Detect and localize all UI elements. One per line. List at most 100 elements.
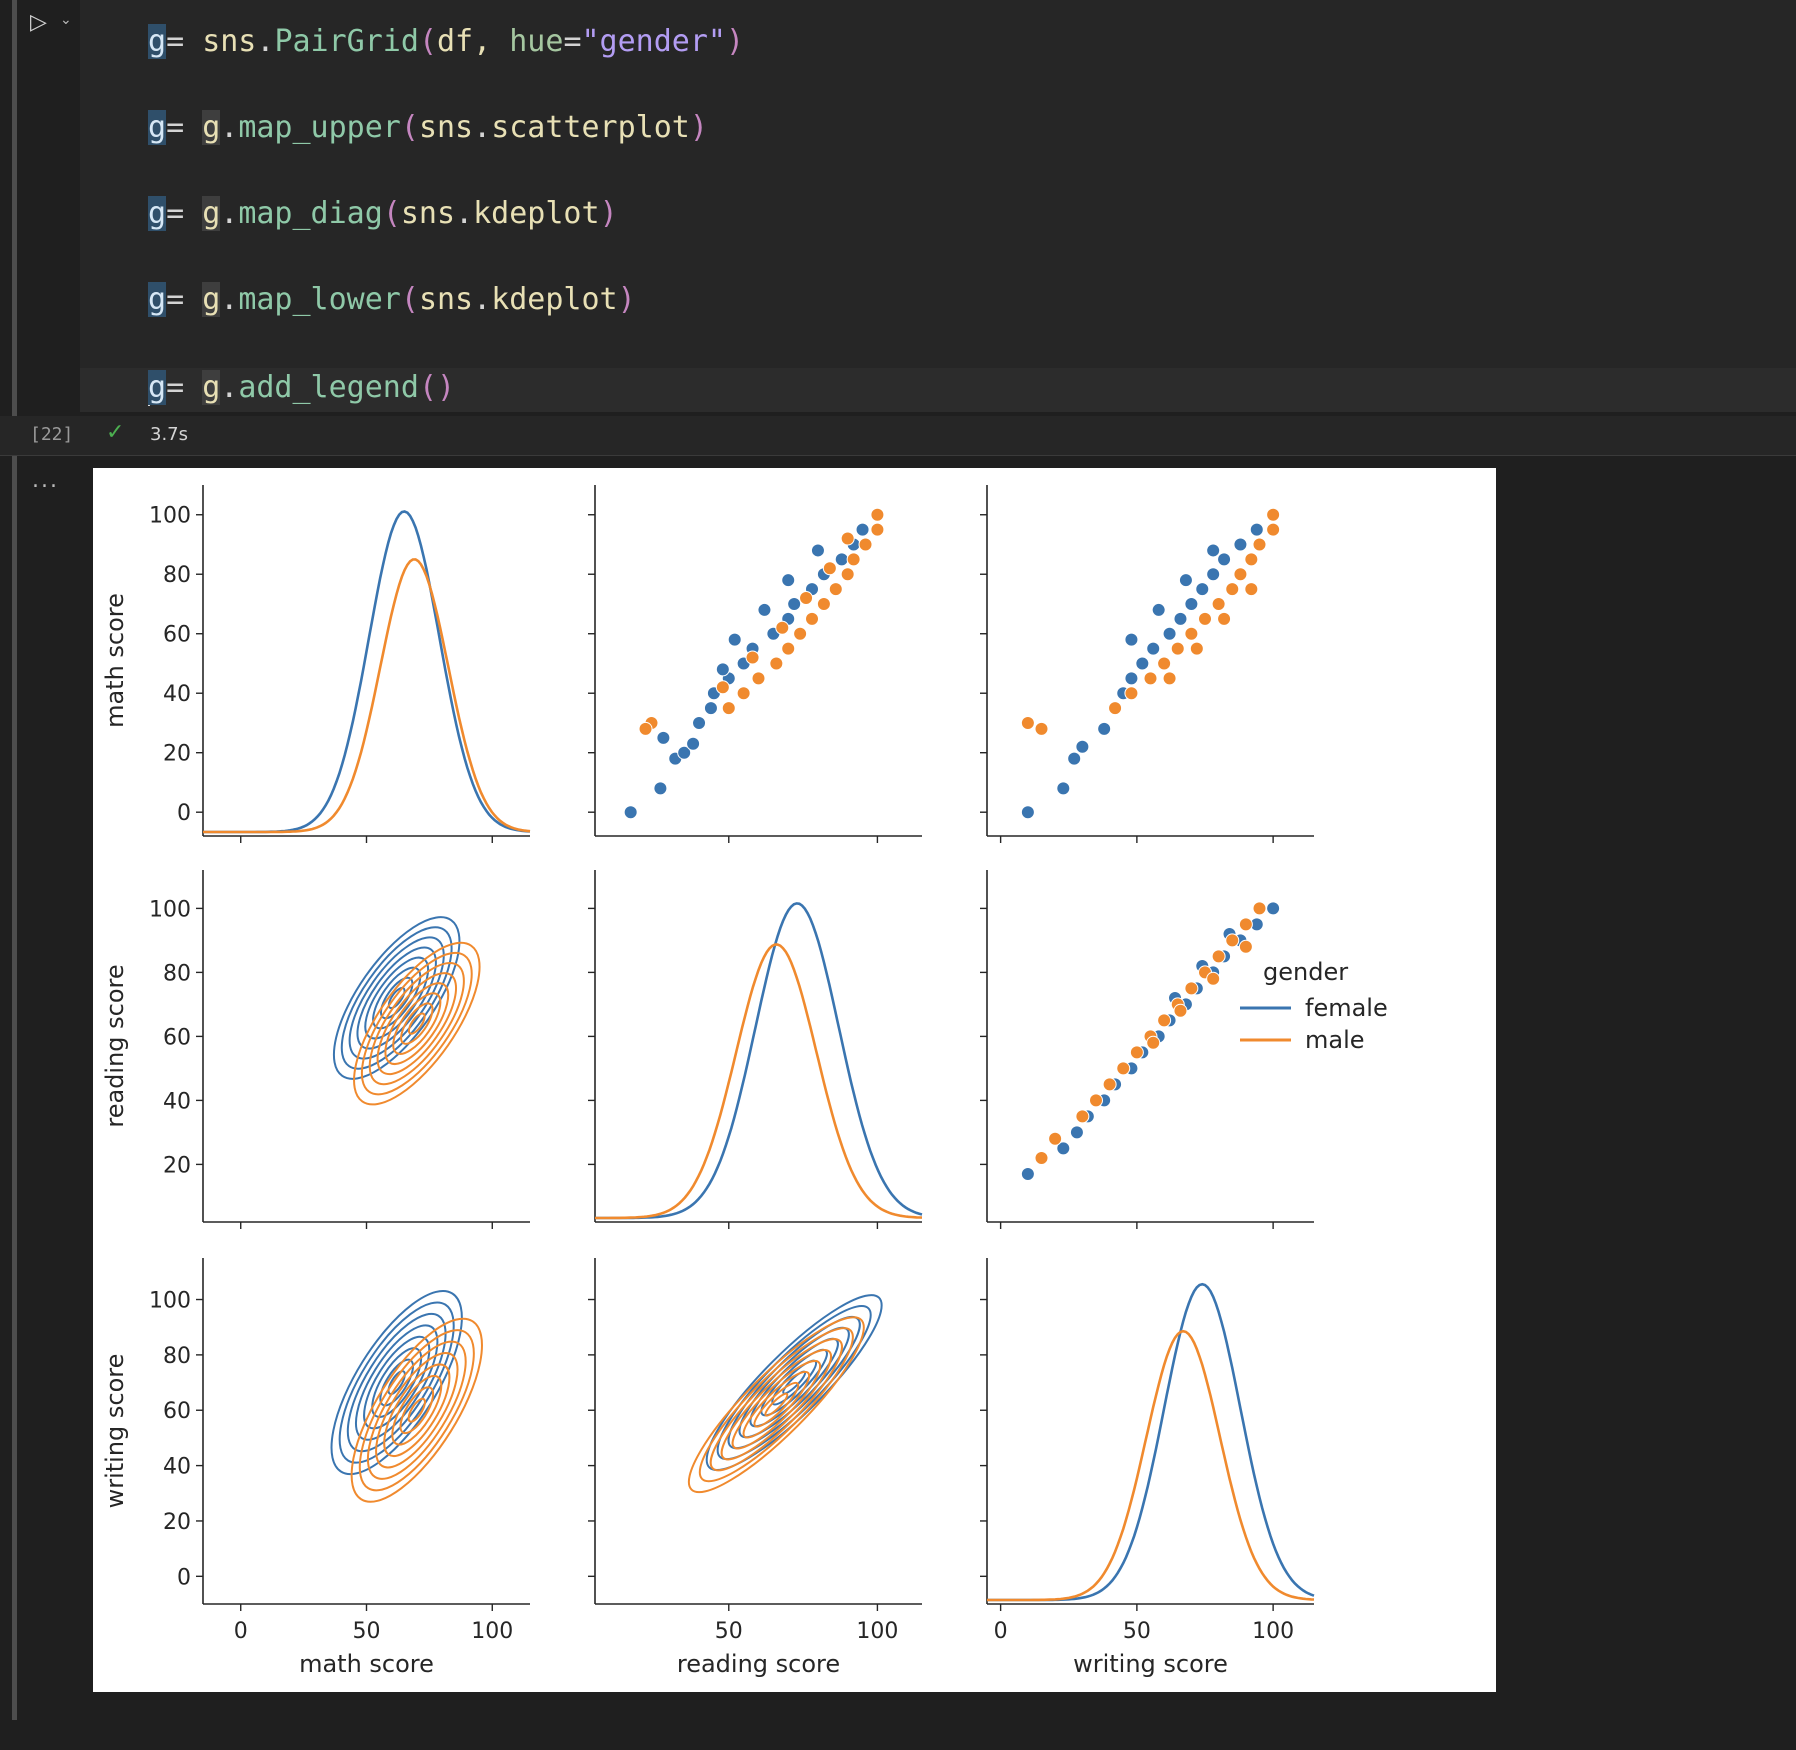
cell-status-row — [0, 416, 1796, 456]
kde-contour-male — [366, 1340, 467, 1480]
scatter-point-male — [1225, 582, 1240, 597]
code-token: g — [202, 370, 221, 405]
code-token: map_diag — [238, 196, 383, 231]
code-line[interactable]: g= g.map_diag(sns.kdeplot) — [148, 194, 618, 234]
x-tick-label: 50 — [1123, 1619, 1151, 1644]
y-tick-label: 60 — [163, 1025, 191, 1050]
y-tick-label: 0 — [177, 1565, 191, 1590]
scatter-point-male — [1020, 715, 1035, 730]
chevron-down-icon[interactable]: ⌄ — [60, 12, 72, 28]
scatter-point-male — [1206, 971, 1221, 986]
scatter-point-male — [769, 656, 784, 671]
code-token: kdeplot — [491, 282, 618, 317]
scatter-point-male — [1244, 552, 1259, 567]
scatter-point-female — [727, 632, 742, 647]
scatter-point-male — [1129, 1045, 1144, 1060]
scatter-point-female — [1056, 781, 1071, 796]
y-tick-label: 40 — [163, 1455, 191, 1480]
scatter-point-female — [677, 745, 692, 760]
kde-contour-male — [400, 1002, 434, 1045]
code-line[interactable]: g= g.add_legend() — [148, 368, 455, 408]
code-token: kdeplot — [473, 196, 600, 231]
scatter-point-male — [1108, 701, 1123, 716]
code-token: g — [148, 370, 167, 405]
code-token: g — [148, 110, 167, 145]
scatter-point-female — [855, 522, 870, 537]
scatter-point-female — [656, 730, 671, 745]
code-line[interactable]: g= g.map_upper(sns.scatterplot) — [148, 108, 708, 148]
kde-contour-male — [399, 1386, 435, 1435]
scatter-point-male — [793, 626, 808, 641]
run-cell-controls[interactable]: ▷ ⌄ — [30, 10, 90, 36]
code-token: g — [148, 24, 167, 59]
y-tick-label: 40 — [163, 1089, 191, 1114]
scatter-point-male — [721, 701, 736, 716]
kde-contour-male — [709, 1338, 843, 1472]
kde-contour-male — [764, 1392, 789, 1417]
code-token: = — [166, 282, 203, 317]
scatter-point-female — [1067, 751, 1082, 766]
code-token: g — [148, 196, 167, 231]
run-cell-play-icon[interactable]: ▷ — [30, 10, 47, 35]
code-token: sns — [418, 282, 474, 317]
cell-divider — [0, 455, 1796, 456]
legend-title: gender — [1263, 958, 1348, 986]
scatter-point-male — [745, 650, 760, 665]
y-tick-label: 20 — [163, 1510, 191, 1535]
code-token: = — [166, 110, 203, 145]
code-line[interactable]: g= g.map_lower(sns.kdeplot) — [148, 280, 636, 320]
code-token: ( — [418, 24, 437, 59]
scatter-point-male — [1075, 1109, 1090, 1124]
code-token: g — [148, 282, 167, 317]
scatter-point-female — [1124, 632, 1139, 647]
scatter-point-male — [1252, 537, 1267, 552]
scatter-point-female — [1097, 721, 1112, 736]
scatter-point-female — [1162, 626, 1177, 641]
cell-output: 0 50 100 math score 50 100 reading score 0 50 100… — [93, 468, 1496, 1692]
kde-contour-male — [375, 1352, 459, 1469]
code-token: . — [220, 370, 239, 405]
y-tick-label: 80 — [163, 563, 191, 588]
code-cell-editor[interactable] — [80, 0, 1796, 412]
kde-contour-male — [384, 982, 450, 1066]
y-tick-label: 20 — [163, 742, 191, 767]
code-line[interactable]: g= sns.PairGrid(df, hue="gender") — [148, 22, 744, 62]
scatter-point-female — [1056, 1141, 1071, 1156]
code-token: ( — [400, 110, 419, 145]
scatter-point-female — [1206, 543, 1221, 558]
scatter-point-male — [805, 611, 820, 626]
kde-contour-female — [356, 946, 437, 1050]
x-axis-title: math score — [299, 1650, 434, 1678]
legend-label: female — [1305, 994, 1388, 1022]
scatter-point-female — [623, 805, 638, 820]
scatter-point-male — [1157, 656, 1172, 671]
scatter-point-female — [1184, 596, 1199, 611]
scatter-point-male — [840, 567, 855, 582]
scatter-point-female — [1249, 522, 1264, 537]
success-check-icon: ✓ — [106, 420, 125, 445]
code-token: . — [256, 24, 275, 59]
scatter-point-female — [1178, 573, 1193, 588]
output-more-icon[interactable]: ... — [32, 468, 59, 493]
y-tick-label: 100 — [149, 504, 191, 529]
kde-contour-male — [376, 972, 458, 1076]
scatter-point-male — [1157, 1013, 1172, 1028]
scatter-point-male — [1211, 596, 1226, 611]
y-tick-label: 60 — [163, 623, 191, 648]
scatter-point-female — [686, 736, 701, 751]
scatter-point-female — [1075, 739, 1090, 754]
scatter-point-male — [1238, 917, 1253, 932]
code-token: = — [563, 24, 582, 59]
scatter-point-male — [870, 507, 885, 522]
scatter-point-female — [1173, 611, 1188, 626]
execution-count: [22] — [30, 424, 74, 445]
x-tick-label: 100 — [471, 1619, 513, 1644]
scatter-point-male — [858, 537, 873, 552]
scatter-point-male — [1173, 1003, 1188, 1018]
scatter-point-male — [1238, 939, 1253, 954]
kde-curve-male — [987, 1329, 1315, 1602]
kde-contour-male — [353, 941, 481, 1106]
scatter-point-male — [1225, 933, 1240, 948]
x-tick-label: 0 — [234, 1619, 248, 1644]
code-token: ( — [418, 370, 437, 405]
